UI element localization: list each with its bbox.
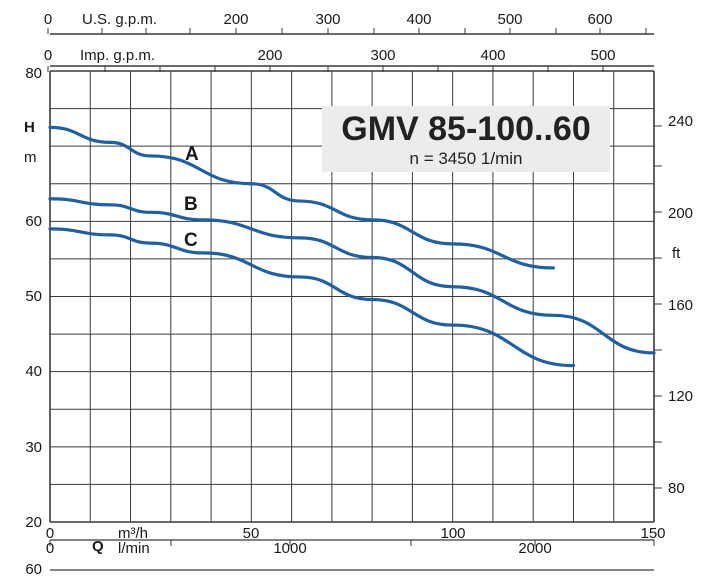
x-tick: 0 xyxy=(46,525,54,542)
y-tick: 60 xyxy=(25,213,42,230)
y-axis-unit: m xyxy=(24,149,37,166)
x-tick: 150 xyxy=(640,525,665,542)
x-tick: 100 xyxy=(440,525,465,542)
x-axis-unit: m³/h xyxy=(118,525,148,542)
series-curve-a xyxy=(48,125,555,270)
y-axis-symbol: H xyxy=(24,119,35,136)
x-axis-bottom: 0 Q m³/h 50 100 150 0 l/min 1000 2000 60 xyxy=(25,525,665,577)
series-curve-b xyxy=(48,197,656,355)
series-curve-c xyxy=(48,227,576,368)
series-layer xyxy=(48,125,656,368)
lmin-tick: 1000 xyxy=(273,540,306,557)
ft-tick: 200 xyxy=(668,205,693,222)
usgpm-tick: 300 xyxy=(315,11,340,28)
top-usgpm-axis: 0 U.S. g.p.m. 200 300 400 500 600 xyxy=(44,11,613,28)
ft-tick: 80 xyxy=(668,480,685,497)
ft-tick: 160 xyxy=(668,297,693,314)
chart-title: GMV 85-100..60 xyxy=(341,110,590,148)
x-axis-symbol: Q xyxy=(92,538,104,555)
series-label-a: A xyxy=(185,144,199,165)
impgpm-tick: 300 xyxy=(370,47,395,64)
ft-tick: 120 xyxy=(668,388,693,405)
y-axis-right: 240 200 ft 160 120 80 xyxy=(668,113,693,497)
series-labels: A B C xyxy=(184,144,199,251)
lmin-tick: 2000 xyxy=(518,540,551,557)
usgpm-tick: 600 xyxy=(587,11,612,28)
series-label-c: C xyxy=(184,230,198,251)
lmin-tick: 0 xyxy=(46,540,54,557)
y-tick: 30 xyxy=(25,439,42,456)
bottom-extra-label: 60 xyxy=(25,561,42,577)
ft-tick: 240 xyxy=(668,113,693,130)
impgpm-tick: 200 xyxy=(257,47,282,64)
y-tick: 50 xyxy=(25,288,42,305)
ft-unit-label: ft xyxy=(672,245,681,262)
impgpm-tick: 400 xyxy=(480,47,505,64)
usgpm-tick: 0 xyxy=(44,11,52,28)
title-box: GMV 85-100..60 n = 3450 1/min xyxy=(322,106,610,172)
y-tick: 20 xyxy=(25,514,42,531)
usgpm-tick: 200 xyxy=(223,11,248,28)
chart-subtitle: n = 3450 1/min xyxy=(410,149,523,168)
y-axis-left: 80 H m 60 50 40 30 20 xyxy=(24,65,42,531)
lmin-unit: l/min xyxy=(118,540,150,557)
usgpm-tick: 500 xyxy=(497,11,522,28)
y-tick: 80 xyxy=(25,65,42,82)
series-label-b: B xyxy=(184,194,198,215)
y-tick: 40 xyxy=(25,363,42,380)
usgpm-unit-label: U.S. g.p.m. xyxy=(82,11,157,28)
title-background xyxy=(322,106,610,172)
impgpm-unit-label: Imp. g.p.m. xyxy=(80,47,155,64)
top-impgpm-axis: 0 Imp. g.p.m. 200 300 400 500 xyxy=(44,47,616,64)
impgpm-tick: 0 xyxy=(44,47,52,64)
x-tick: 50 xyxy=(243,525,260,542)
impgpm-tick: 500 xyxy=(590,47,615,64)
usgpm-tick: 400 xyxy=(406,11,431,28)
